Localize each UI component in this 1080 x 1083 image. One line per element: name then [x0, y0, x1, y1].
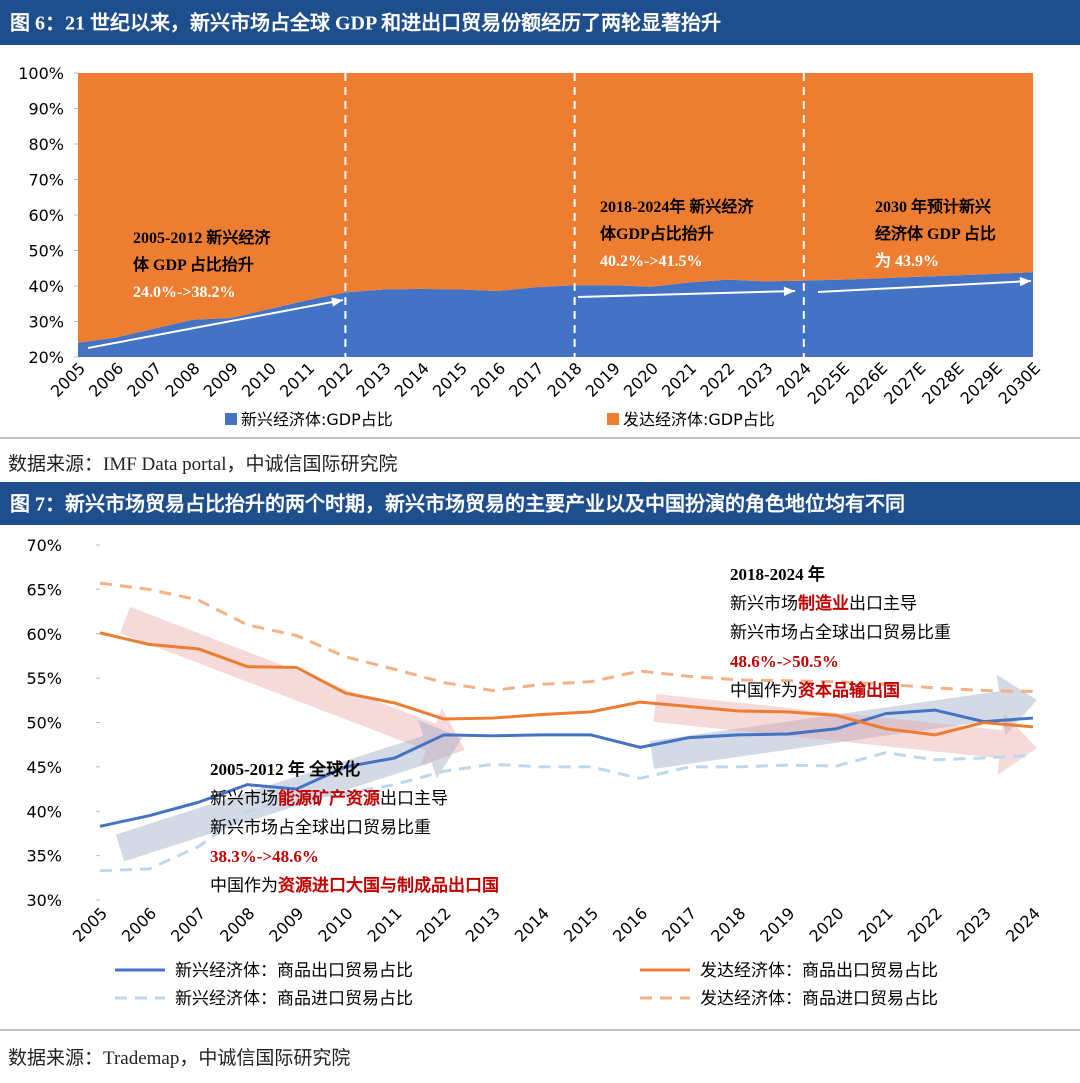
trend-arrow	[650, 674, 1037, 769]
y-tick-label: 35%	[26, 847, 62, 866]
y-tick-label: 90%	[28, 100, 64, 119]
annotation-text: 中国作为	[210, 876, 278, 895]
y-tick-label: 40%	[26, 802, 62, 821]
y-tick-label: 100%	[18, 64, 64, 83]
annotation-text: 能源矿产资源	[278, 788, 380, 808]
legend-label: 发达经济体:GDP占比	[623, 410, 775, 429]
annotation-text: 经济体 GDP 占比	[875, 224, 996, 243]
annotation-text: 38.3%->48.6%	[210, 847, 319, 866]
figure-title: 图 6：21 世纪以来，新兴市场占全球 GDP 和进出口贸易份额经历了两轮显著抬…	[10, 11, 721, 35]
annotation-text: 新兴市场	[210, 789, 278, 808]
annotation-line: 体 GDP 占比抬升	[133, 255, 254, 274]
annotation-line: 中国作为资源进口大国与制成品出口国	[210, 875, 499, 895]
y-tick-label: 30%	[28, 313, 64, 332]
trend-line	[817, 280, 1032, 293]
y-tick-label: 55%	[26, 669, 62, 688]
annotation-line: 中国作为资本品输出国	[730, 680, 900, 700]
annotation-text: 40.2%->41.5%	[600, 253, 702, 270]
annotation-text: 新兴市场占全球出口贸易比重	[210, 818, 431, 837]
annotation-line: 38.3%->48.6%	[210, 847, 319, 866]
trend-head	[783, 286, 795, 296]
legend-label: 新兴经济体:GDP占比	[241, 410, 393, 429]
trend-arrow	[115, 719, 462, 862]
line-series	[99, 631, 1034, 737]
y-tick-label: 30%	[26, 891, 62, 910]
annotation-text: 2030 年预计新兴	[875, 197, 991, 216]
annotation-text: 新兴市场	[730, 594, 798, 613]
y-tick-label: 60%	[28, 206, 64, 225]
y-tick-label: 50%	[26, 714, 62, 733]
area	[78, 73, 1033, 343]
annotation-line: 为 43.9%	[875, 251, 939, 270]
annotation-line: 2005-2012 年 全球化	[210, 759, 360, 779]
figure-header	[0, 0, 1080, 45]
annotation-line: 经济体 GDP 占比	[875, 224, 996, 243]
annotation-line: 24.0%->38.2%	[133, 284, 235, 301]
legend-label: 新兴经济体：商品出口贸易占比	[175, 961, 413, 981]
annotation-line: 2030 年预计新兴	[875, 197, 991, 216]
legend-label: 发达经济体：商品出口贸易占比	[700, 961, 938, 981]
source-note: 数据来源：IMF Data portal，中诚信国际研究院	[8, 453, 397, 475]
y-tick-label: 65%	[26, 580, 62, 599]
trend-head	[1019, 276, 1031, 287]
legend-swatch	[607, 413, 619, 425]
annotation-line: 新兴市场制造业出口主导	[730, 593, 917, 613]
annotation-text: 24.0%->38.2%	[133, 284, 235, 301]
annotation-line: 体GDP占比抬升	[600, 224, 714, 243]
legend-label: 发达经济体：商品进口贸易占比	[700, 989, 938, 1009]
annotation-text: 新兴市场占全球出口贸易比重	[730, 623, 951, 642]
y-tick-label: 60%	[26, 625, 62, 644]
line-series	[99, 751, 1034, 873]
annotation-text: 为 43.9%	[875, 251, 939, 270]
annotation-line: 2018-2024年 新兴经济	[600, 197, 754, 216]
legend-swatch	[225, 413, 237, 425]
trend-arrow	[120, 606, 466, 766]
y-tick-label: 70%	[26, 536, 62, 555]
annotation-text: 制造业	[798, 593, 849, 613]
annotation-text: 出口主导	[849, 594, 917, 613]
line-series	[99, 708, 1034, 828]
annotation-line: 新兴市场占全球出口贸易比重	[730, 623, 951, 642]
annotation-text: 2005-2012 年 全球化	[210, 759, 360, 779]
annotation-text: 体GDP占比抬升	[600, 224, 714, 243]
y-tick-label: 70%	[28, 171, 64, 190]
source-note: 数据来源：Trademap，中诚信国际研究院	[8, 1047, 350, 1069]
trend-head	[331, 297, 343, 307]
trend-arrow	[653, 694, 1037, 775]
annotation-text: 中国作为	[730, 681, 798, 700]
legend-label: 新兴经济体：商品进口贸易占比	[175, 989, 413, 1009]
annotation-line: 40.2%->41.5%	[600, 253, 702, 270]
annotation-text: 出口主导	[380, 789, 448, 808]
annotation-text: 资源进口大国与制成品出口国	[278, 875, 499, 895]
y-tick-label: 20%	[28, 348, 64, 367]
trend-line	[577, 290, 796, 298]
y-tick-label: 40%	[28, 277, 64, 296]
annotation-text: 体 GDP 占比抬升	[133, 255, 254, 274]
y-tick-label: 80%	[28, 135, 64, 154]
figure-title: 图 7：新兴市场贸易占比抬升的两个时期，新兴市场贸易的主要产业以及中国扮演的角色…	[10, 492, 905, 516]
annotation-line: 新兴市场占全球出口贸易比重	[210, 818, 431, 837]
annotation-line: 2005-2012 新兴经济	[133, 228, 271, 247]
figure-header	[0, 482, 1080, 525]
annotation-line: 48.6%->50.5%	[730, 652, 839, 671]
annotation-text: 2018-2024年 新兴经济	[600, 197, 754, 216]
annotation-text: 2018-2024 年	[730, 564, 825, 584]
y-tick-label: 45%	[26, 758, 62, 777]
trend-line	[87, 299, 344, 349]
annotation-text: 资本品输出国	[798, 680, 900, 700]
annotation-line: 2018-2024 年	[730, 564, 825, 584]
annotation-line: 新兴市场能源矿产资源出口主导	[210, 788, 448, 808]
annotation-text: 2005-2012 新兴经济	[133, 228, 271, 247]
annotation-text: 48.6%->50.5%	[730, 652, 839, 671]
line-series	[99, 581, 1034, 693]
area	[78, 272, 1033, 357]
y-tick-label: 50%	[28, 242, 64, 261]
